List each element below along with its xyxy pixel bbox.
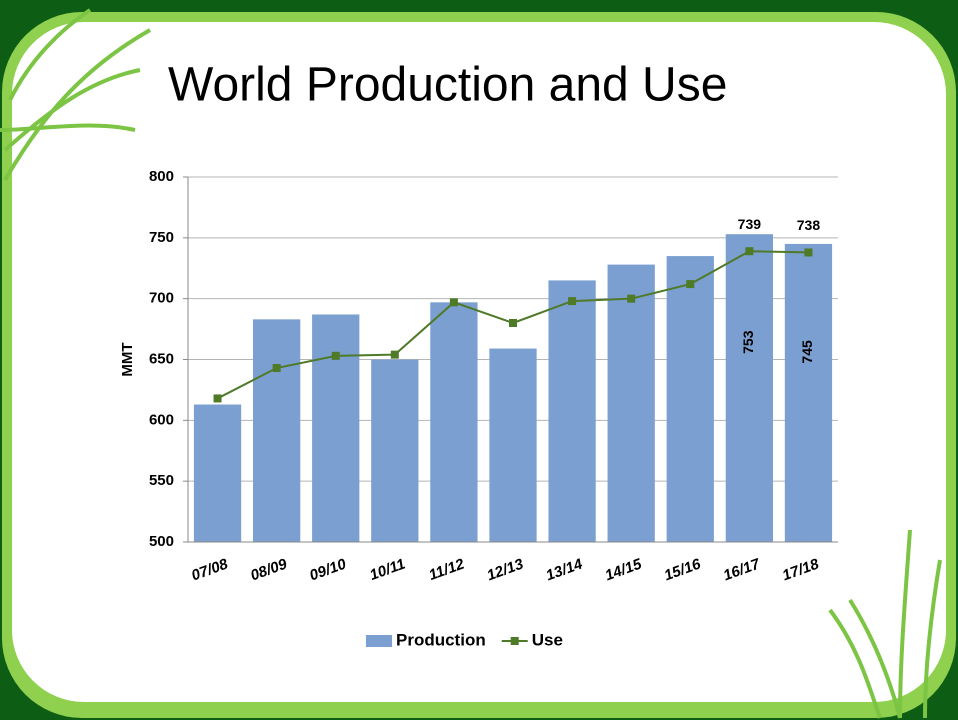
bar — [489, 348, 537, 542]
legend-swatch — [510, 637, 519, 645]
stem — [828, 608, 882, 719]
line-marker — [272, 364, 281, 373]
y-tick-label: 500 — [149, 533, 174, 550]
y-tick-label: 700 — [149, 290, 174, 307]
y-tick-label: 600 — [149, 411, 174, 428]
y-axis-label: MMT — [119, 342, 136, 376]
y-tick-label: 800 — [149, 168, 174, 185]
stem — [3, 28, 151, 182]
bar — [253, 319, 301, 542]
stem — [923, 559, 942, 719]
stem — [0, 123, 136, 132]
bar — [784, 243, 833, 542]
line-marker — [390, 350, 399, 359]
line-marker — [568, 297, 577, 306]
bar — [548, 280, 596, 542]
wheat-decoration — [0, 8, 942, 719]
y-tick-label: 550 — [149, 472, 174, 489]
legend-label: Production — [396, 630, 486, 649]
legend-label: Use — [532, 630, 563, 649]
stem — [8, 8, 92, 101]
line-marker — [686, 280, 695, 289]
stem — [898, 529, 912, 719]
stem — [3, 68, 141, 152]
line-marker — [745, 247, 754, 256]
y-tick-label: 650 — [149, 350, 174, 367]
bar-value-label: 753 — [740, 330, 756, 354]
bar-value-label: 745 — [799, 340, 815, 364]
line-marker — [213, 394, 222, 403]
bar — [312, 314, 360, 542]
bar — [430, 302, 478, 542]
y-tick-label: 750 — [149, 229, 174, 246]
line-value-label: 738 — [797, 217, 821, 233]
line-marker — [627, 294, 636, 303]
legend-swatch — [366, 635, 392, 647]
slide-title: World Production and Use — [168, 59, 727, 112]
bar — [193, 404, 242, 542]
line-value-label: 739 — [738, 216, 762, 232]
line-marker — [331, 351, 340, 360]
stem — [848, 598, 902, 719]
line-marker — [509, 319, 517, 327]
line-marker — [804, 248, 813, 257]
bar — [666, 256, 714, 542]
bar — [371, 359, 419, 542]
line-marker — [449, 298, 458, 307]
bar — [725, 234, 773, 542]
bar — [607, 264, 655, 542]
